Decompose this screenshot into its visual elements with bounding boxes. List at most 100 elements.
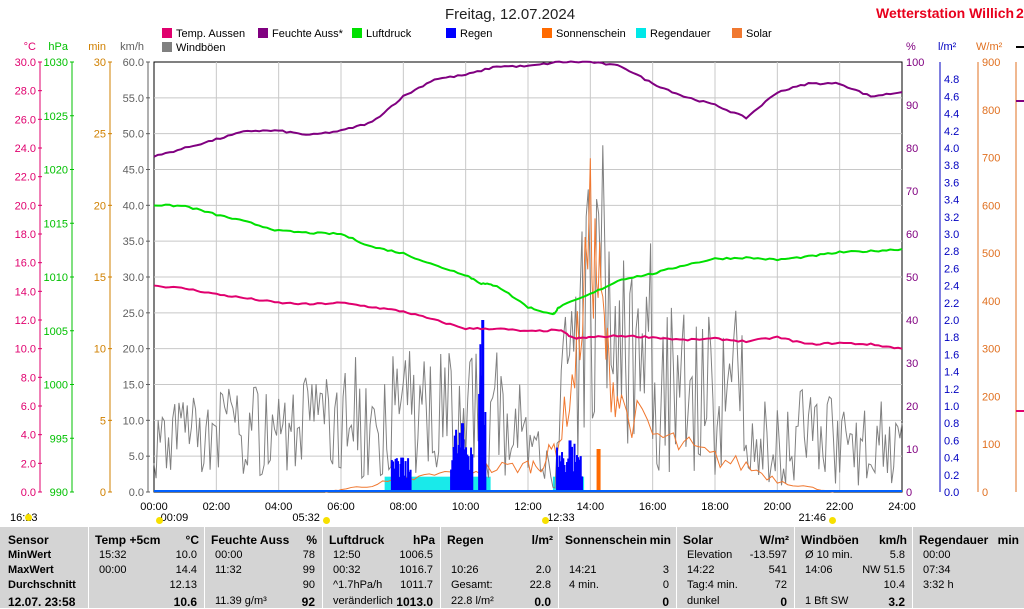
col-header: Luftdruck (329, 533, 385, 547)
rain-bar (456, 453, 459, 492)
x-tick-label: 12:00 (514, 501, 542, 513)
col-temp: Temp +5cm °C 15:32 10.0 00:00 14.4 12.13 10.6 (88, 527, 205, 609)
cell-value: 22.8 (529, 579, 551, 591)
tick-label-rain: 0.4 (944, 453, 959, 465)
cell-label: 12:50 (333, 549, 361, 561)
rain-bar (467, 456, 470, 492)
rain-bar (579, 456, 582, 492)
tick-label-humidity: 20 (906, 401, 918, 413)
cell-value: 90 (302, 579, 315, 591)
legend-swatch (162, 42, 172, 52)
tick-label-pressure: 990 (50, 487, 68, 499)
rain-bar (577, 457, 580, 492)
col-header: Sonnenschein (565, 533, 648, 547)
cell-label: 15:32 (99, 549, 127, 561)
cell-label: 22.8 l/m² (451, 595, 494, 607)
sun-icon (323, 517, 331, 524)
rain-bar (397, 461, 400, 492)
col-unit: % (306, 533, 317, 547)
cell-value: 78 (302, 549, 315, 561)
tick-label-temp: 16.0 (15, 258, 36, 270)
tick-label-rain: 3.0 (944, 229, 959, 241)
rain-bar (566, 462, 569, 492)
tick-label-rain: 2.6 (944, 263, 959, 275)
station-name-extra: 24 (1016, 5, 1024, 21)
tick-label-temp: 8.0 (21, 372, 36, 384)
cell-label: 1 Bft SW (805, 595, 849, 607)
time-marker-label: 12:33 (547, 512, 575, 524)
col-unit: min (997, 533, 1019, 547)
rain-bar (451, 460, 454, 492)
rain-bar (458, 432, 461, 492)
rain-bar (395, 458, 398, 492)
tick-label-rain: 0.0 (944, 487, 959, 499)
rain-bar (559, 461, 562, 492)
cell-label: 00:00 (923, 549, 951, 561)
station-name: Wetterstation Willich (876, 5, 1015, 21)
cell-label: 14:21 (569, 564, 597, 576)
tick-label-temp: 4.0 (21, 430, 36, 442)
rain-bar (393, 468, 396, 492)
row-label: Durchschnitt (8, 579, 76, 591)
tick-label-rain: 2.4 (944, 281, 959, 293)
col-header: Temp +5cm (95, 533, 161, 547)
rain-bar (455, 429, 458, 492)
tick-label-humidity: 40 (906, 315, 918, 327)
col-unit: km/h (878, 533, 907, 547)
legend-swatch (542, 28, 552, 38)
rain-bar (394, 458, 397, 492)
col-rainduration: Regendauer min 00:00 07:34 3:32 h (912, 527, 1024, 608)
cell-value: 92 (301, 595, 315, 609)
legend-label: Luftdruck (366, 28, 412, 40)
time-marker-label: 05:32 (292, 512, 320, 524)
tick-label-temp: 18.0 (15, 229, 36, 241)
cell-value: 1011.7 (400, 579, 433, 591)
cell-label: 10:26 (451, 564, 479, 576)
col-header: Feuchte Auss (211, 533, 290, 547)
x-tick-label: 24:00 (888, 501, 916, 513)
tick-label-temp: 28.0 (15, 86, 36, 98)
legend-label: Regen (460, 28, 492, 40)
tick-label-rain: 3.2 (944, 212, 959, 224)
tick-label-minutes: 5 (100, 415, 106, 427)
rain-bar-peak (400, 457, 404, 492)
tick-label-humidity: 0 (906, 487, 912, 499)
rain-bar (563, 464, 566, 492)
tick-label-humidity: 10 (906, 444, 918, 456)
col-header: Regendauer (919, 533, 989, 547)
tick-label-pressure: 1005 (44, 326, 68, 338)
col-header: Regen (447, 533, 484, 547)
rain-bar (471, 454, 474, 492)
series-pressure-line (153, 203, 903, 316)
rain-bar (575, 455, 578, 492)
x-tick-label: 02:00 (203, 501, 231, 513)
cell-value: 3.2 (888, 595, 905, 609)
cell-label: 11.39 g/m³ (215, 595, 267, 607)
tick-label-minutes: 0 (100, 487, 106, 499)
axis-unit-minutes: min (88, 41, 106, 53)
tick-label-temp: 22.0 (15, 172, 36, 184)
tick-label-minutes: 30 (94, 57, 106, 69)
rain-bar (573, 443, 576, 492)
tick-label-pressure: 995 (50, 433, 68, 445)
tick-label-wind: 30.0 (123, 272, 144, 284)
tick-label-humidity: 100 (906, 57, 924, 69)
station-header: Wetterstation Willich 24 (870, 0, 1024, 30)
tick-label-pressure: 1025 (44, 111, 68, 123)
tick-label-wind: 5.0 (129, 451, 144, 463)
col-humidity: Feuchte Auss% 00:00 78 11:32 99 90 11.39 g/m³ 9… (204, 527, 323, 609)
tick-label-humidity: 60 (906, 229, 918, 241)
tick-label-solar: 800 (982, 105, 1000, 117)
rain-bar-peak (460, 423, 464, 492)
tick-label-minutes: 20 (94, 200, 106, 212)
series-temp-line (153, 284, 903, 350)
cell-value: 10.6 (173, 595, 197, 609)
rain-bar (572, 471, 575, 492)
tick-label-temp: 20.0 (15, 200, 36, 212)
tick-label-pressure: 1015 (44, 218, 68, 230)
legend-label: Sonnenschein (556, 28, 626, 40)
tick-label-rain: 4.4 (944, 109, 959, 121)
tick-label-wind: 35.0 (123, 236, 144, 248)
sunshine-bar (596, 449, 601, 492)
sun-icon (829, 517, 837, 524)
